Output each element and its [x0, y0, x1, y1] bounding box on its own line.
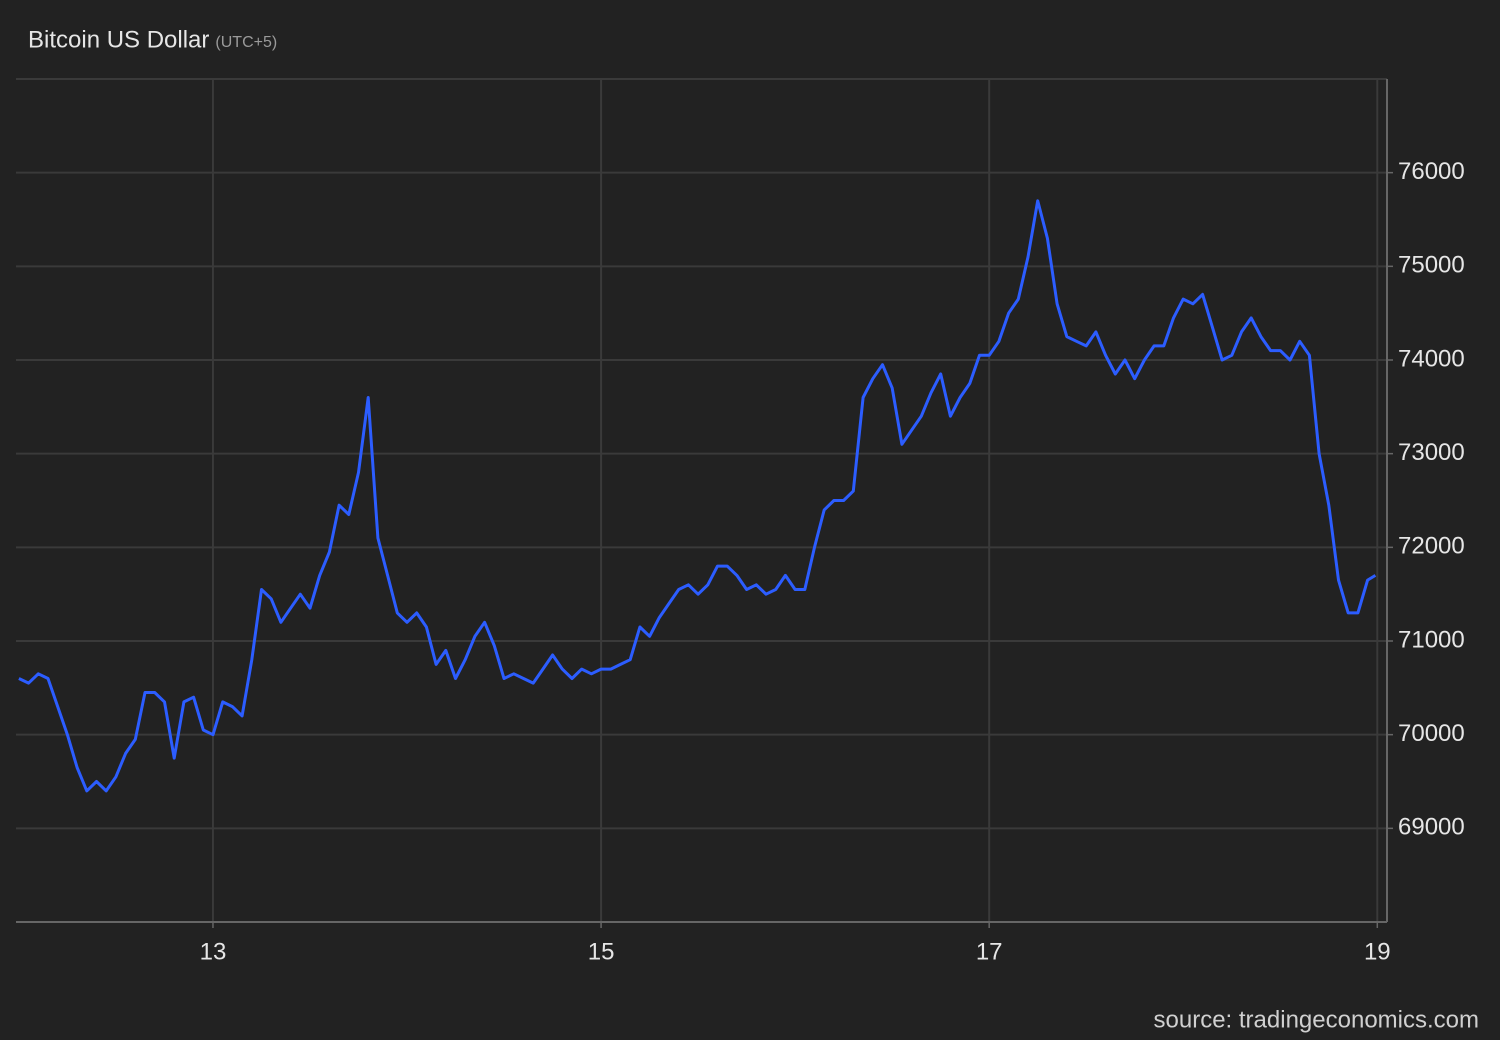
- y-tick-label: 74000: [1398, 345, 1465, 372]
- y-tick-label: 76000: [1398, 158, 1465, 185]
- y-tick-label: 70000: [1398, 720, 1465, 747]
- y-tick-label: 69000: [1398, 814, 1465, 841]
- y-tick-label: 72000: [1398, 533, 1465, 560]
- y-tick-label: 73000: [1398, 439, 1465, 466]
- x-tick-label: 17: [976, 938, 1003, 965]
- x-tick-label: 19: [1364, 938, 1391, 965]
- chart-title: Bitcoin US Dollar: [28, 26, 209, 53]
- chart-subtitle: (UTC+5): [215, 34, 277, 51]
- source: source: tradingeconomics.com: [1154, 1006, 1479, 1033]
- y-tick-label: 75000: [1398, 252, 1465, 279]
- price-line: [18, 199, 1377, 793]
- x-tick-label: 13: [200, 938, 227, 965]
- y-tick-label: 71000: [1398, 626, 1465, 653]
- x-tick-label: 15: [588, 938, 615, 965]
